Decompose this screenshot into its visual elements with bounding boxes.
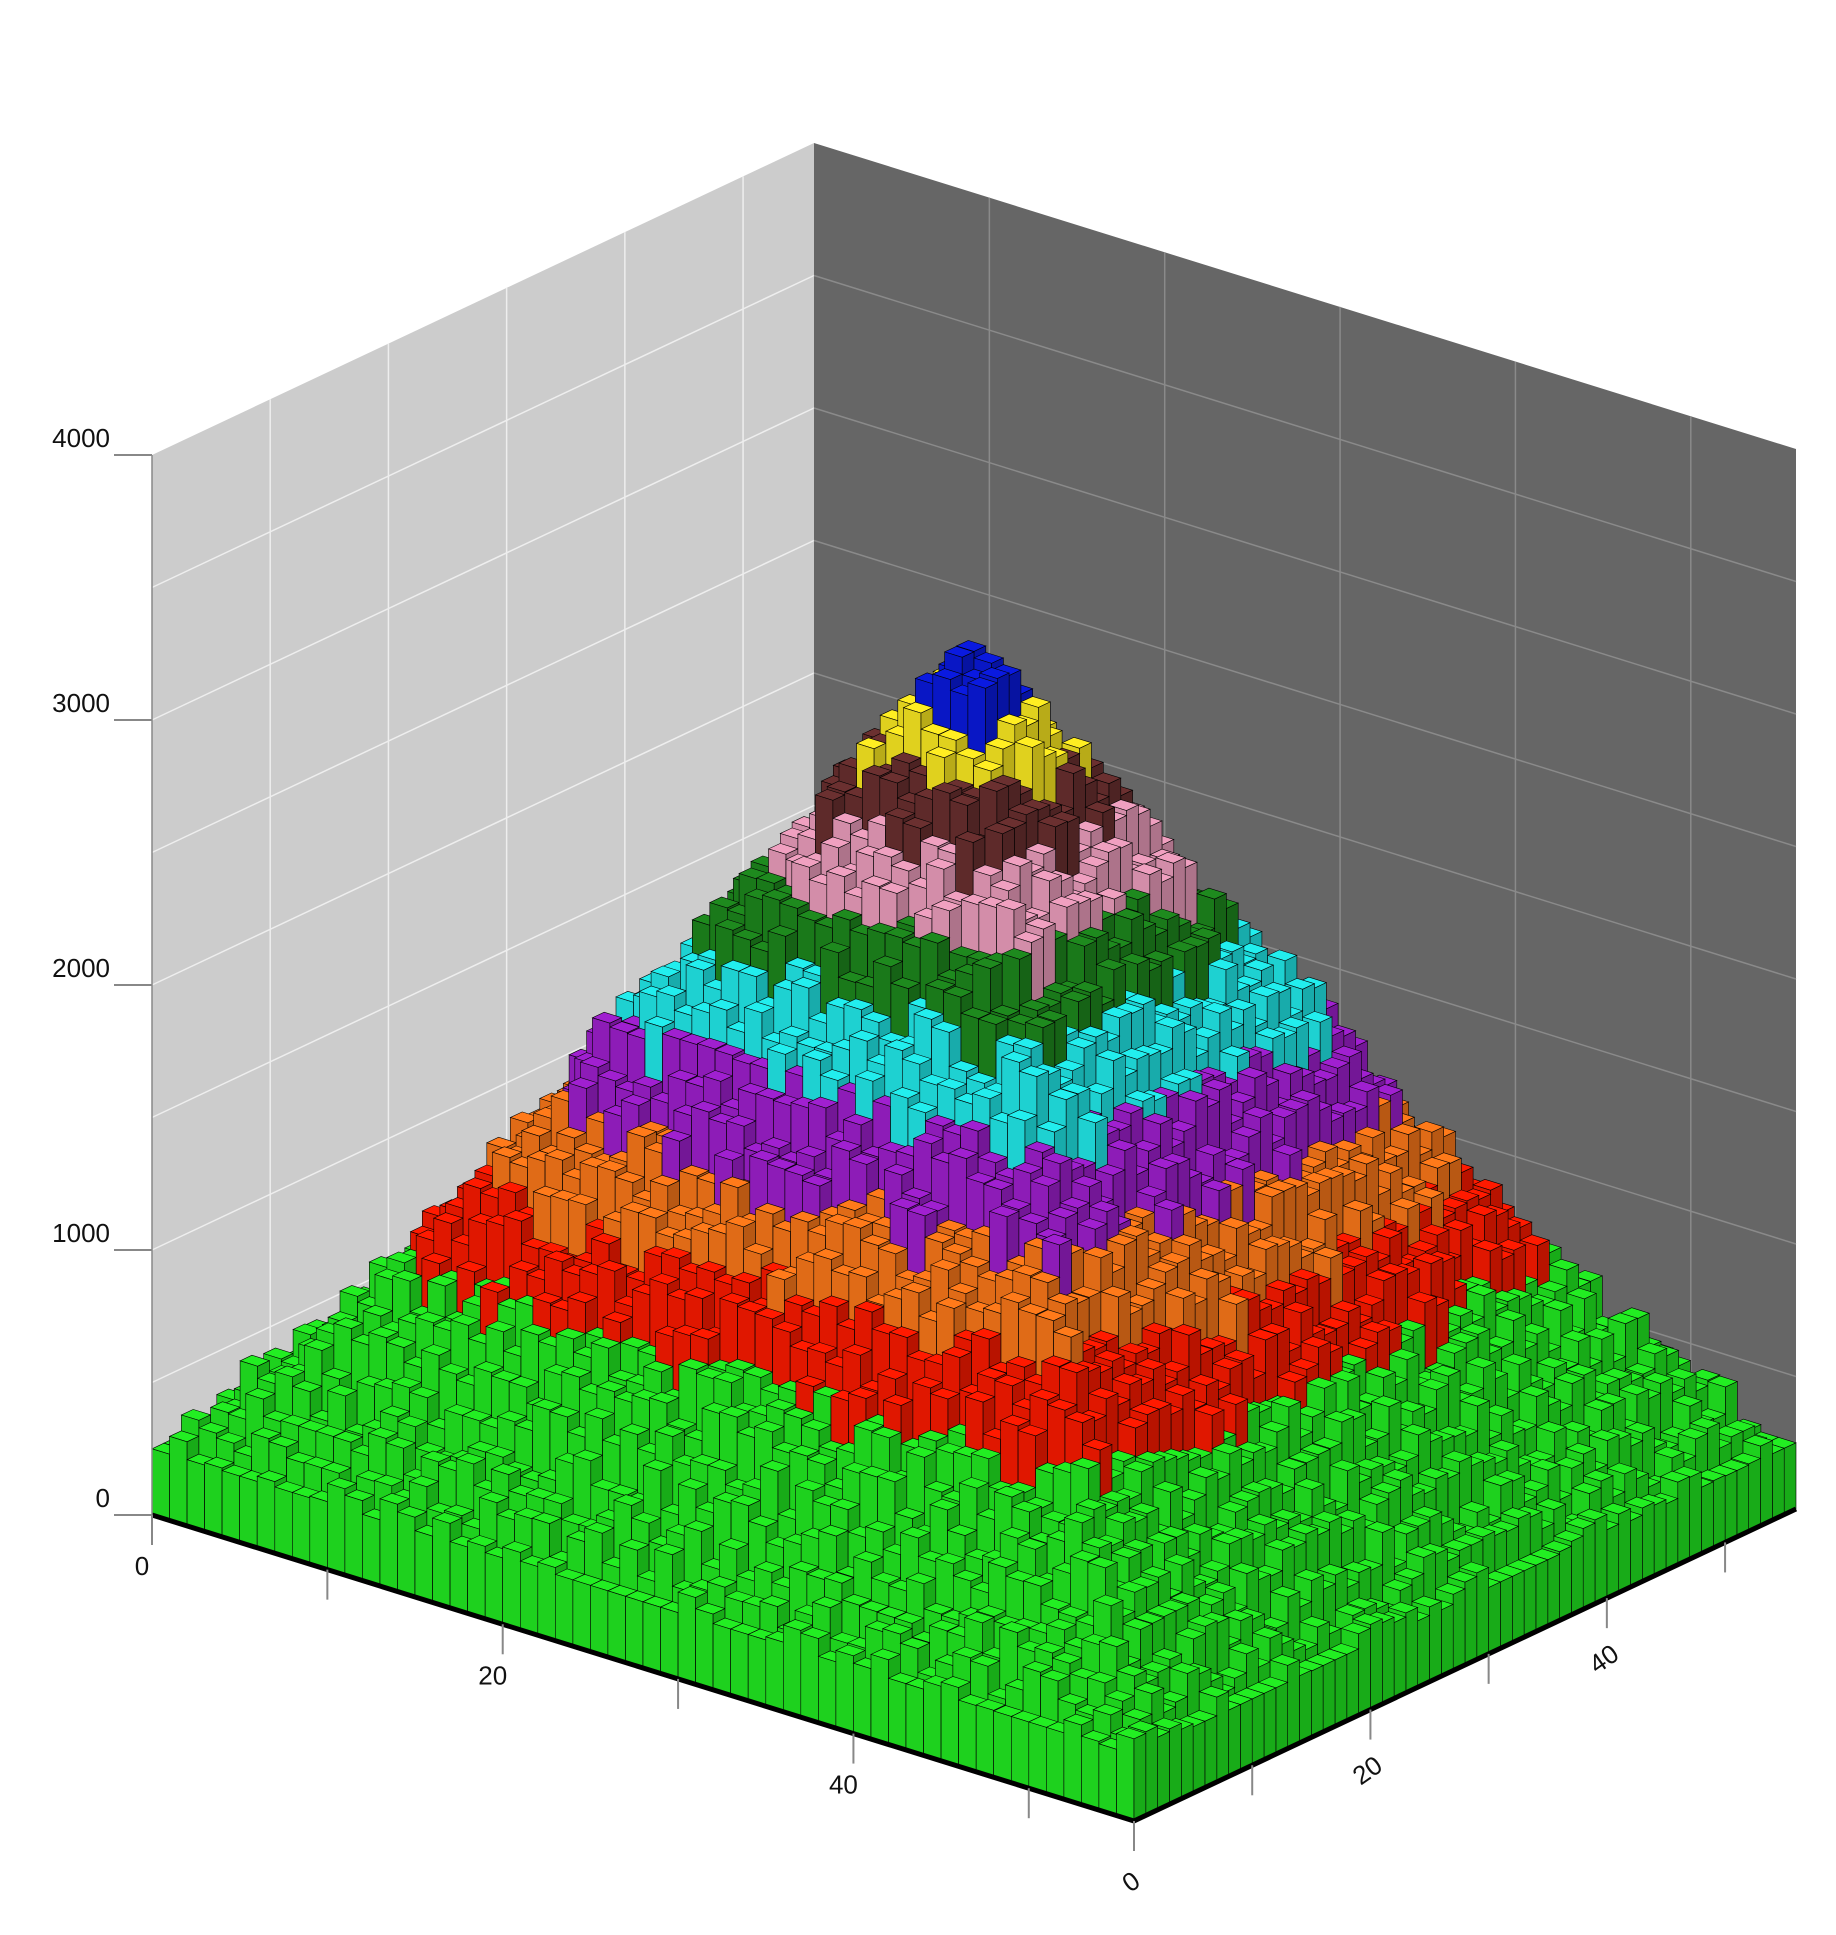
back-gridline <box>813 407 1797 715</box>
left-gridline <box>151 672 815 986</box>
back-gridline <box>813 539 1797 848</box>
left-gridline <box>151 407 815 721</box>
back-gridline <box>813 274 1797 583</box>
left-gridline <box>151 804 815 1119</box>
bar-field <box>151 640 1797 1822</box>
left-gridline <box>151 274 815 589</box>
left-gridline <box>151 539 815 854</box>
